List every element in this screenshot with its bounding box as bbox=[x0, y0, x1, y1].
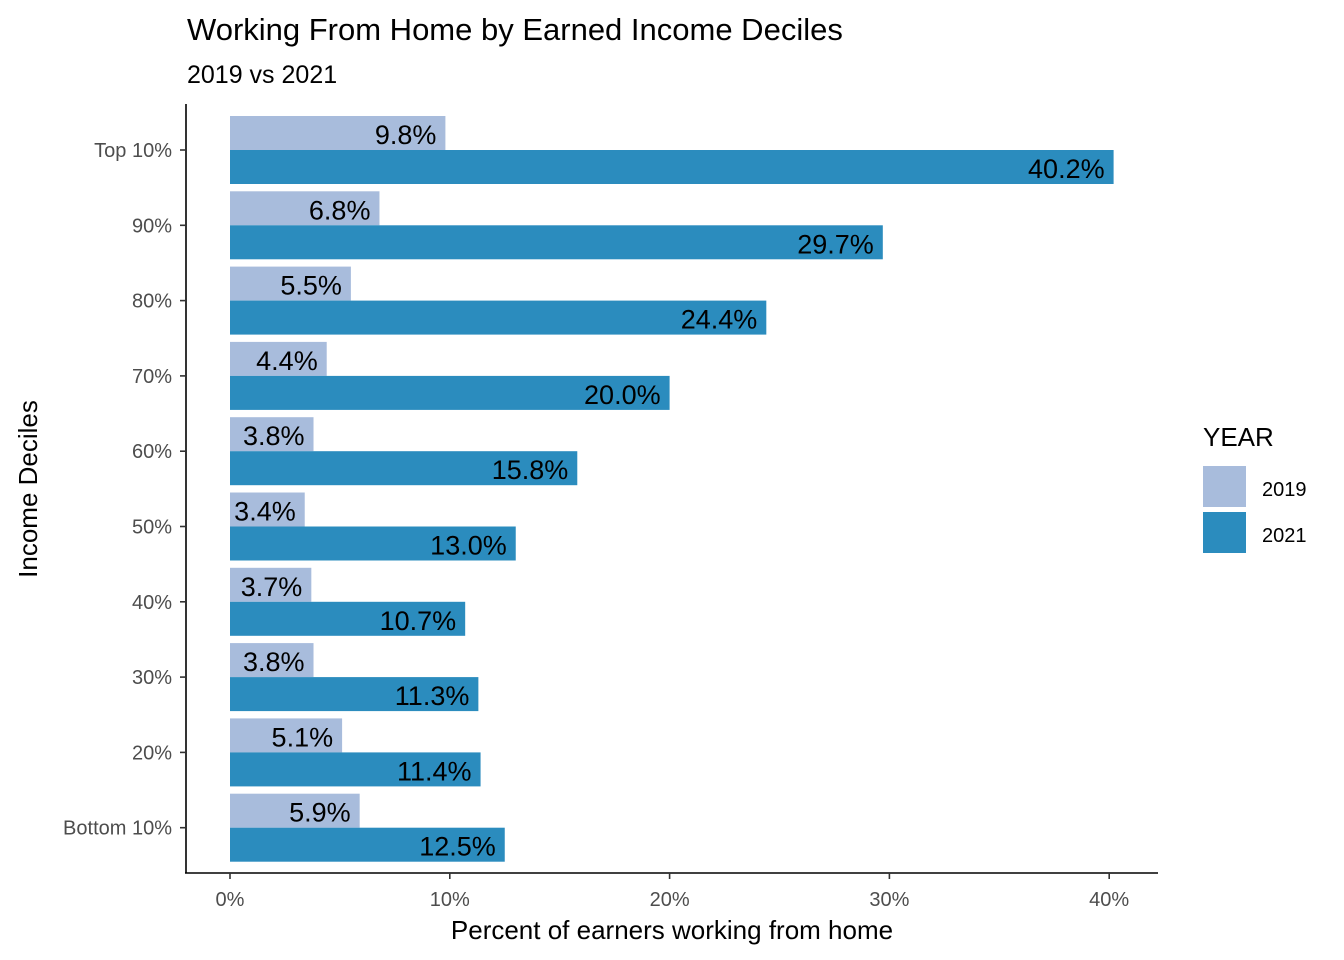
y-tick-label: 40% bbox=[132, 592, 172, 614]
legend-title: YEAR bbox=[1203, 422, 1274, 452]
bar-2019-9 bbox=[230, 793, 360, 828]
x-tick-label: 40% bbox=[1089, 889, 1129, 911]
y-tick-label: 60% bbox=[132, 441, 172, 463]
bar-label-2021-1: 29.7% bbox=[797, 229, 874, 259]
bar-2021-7 bbox=[230, 677, 479, 712]
bar-label-2019-6: 3.7% bbox=[241, 572, 303, 602]
y-tick-label: Bottom 10% bbox=[63, 818, 172, 840]
legend-swatch-2021 bbox=[1203, 512, 1246, 553]
y-ticks: Top 10% 90% 80% 70% 60% 50% 40% 30% 20% Bottom 10… bbox=[63, 140, 186, 840]
bar-2019-3 bbox=[230, 341, 327, 376]
y-tick-label: 70% bbox=[132, 366, 172, 388]
x-tick-label: 0% bbox=[216, 889, 245, 911]
x-axis-title: Percent of earners working from home bbox=[451, 915, 893, 945]
y-tick-label: 90% bbox=[132, 215, 172, 237]
x-tick-label: 10% bbox=[430, 889, 470, 911]
bar-label-2019-2: 5.5% bbox=[280, 271, 342, 301]
bar-2021-2 bbox=[230, 300, 767, 335]
bar-label-2019-1: 6.8% bbox=[309, 195, 371, 225]
bar-label-2019-4: 3.8% bbox=[243, 421, 305, 451]
bar-label-2019-3: 4.4% bbox=[256, 346, 318, 376]
y-tick-label: 80% bbox=[132, 291, 172, 313]
bar-label-2021-2: 24.4% bbox=[681, 305, 758, 335]
bar-2019-4 bbox=[230, 417, 314, 452]
bar-label-2019-5: 3.4% bbox=[234, 497, 296, 527]
bar-2019-5 bbox=[230, 492, 305, 527]
bar-2019-8 bbox=[230, 718, 343, 753]
bar-label-2021-7: 11.3% bbox=[395, 681, 470, 711]
bar-2019-1 bbox=[230, 191, 380, 226]
bar-label-2021-9: 12.5% bbox=[419, 832, 496, 862]
bar-2021-5 bbox=[230, 526, 516, 561]
y-tick-label: 30% bbox=[132, 667, 172, 689]
legend: YEAR 2019 2021 bbox=[1203, 422, 1307, 553]
bar-2021-3 bbox=[230, 375, 670, 410]
bar-2019-7 bbox=[230, 643, 314, 678]
x-tick-label: 20% bbox=[650, 889, 690, 911]
y-axis-title: Income Deciles bbox=[13, 400, 43, 578]
bar-labels-layer: 9.8% 40.2% 6.8% 29.7% 5.5% 24.4% 4.4% 20.0% 3.8%… bbox=[234, 120, 1104, 862]
legend-label-2021: 2021 bbox=[1262, 525, 1307, 547]
bar-2021-8 bbox=[230, 752, 481, 787]
bar-2021-0 bbox=[230, 150, 1114, 184]
y-tick-label: 20% bbox=[132, 742, 172, 764]
bar-2019-2 bbox=[230, 266, 351, 301]
bar-2021-1 bbox=[230, 225, 883, 260]
y-tick-label: 50% bbox=[132, 517, 172, 539]
bar-label-2021-4: 15.8% bbox=[492, 455, 569, 485]
bar-2021-9 bbox=[230, 827, 505, 862]
bar-label-2021-8: 11.4% bbox=[397, 756, 472, 786]
x-tick-label: 30% bbox=[869, 889, 909, 911]
bar-label-2021-5: 13.0% bbox=[430, 531, 507, 561]
bar-label-2019-0: 9.8% bbox=[375, 120, 437, 150]
chart-title: Working From Home by Earned Income Decil… bbox=[187, 12, 843, 47]
bar-label-2021-0: 40.2% bbox=[1028, 154, 1105, 184]
bar-2021-4 bbox=[230, 451, 578, 486]
legend-swatch-2019 bbox=[1203, 466, 1246, 507]
chart-subtitle: 2019 vs 2021 bbox=[187, 61, 338, 89]
bar-label-2019-9: 5.9% bbox=[289, 798, 351, 828]
bar-label-2019-7: 3.8% bbox=[243, 647, 305, 677]
bar-2019-6 bbox=[230, 567, 312, 602]
bar-2019-0 bbox=[230, 116, 446, 150]
y-tick-label: Top 10% bbox=[94, 140, 172, 162]
bar-label-2021-6: 10.7% bbox=[380, 606, 457, 636]
bar-label-2021-3: 20.0% bbox=[584, 380, 661, 410]
bar-2021-6 bbox=[230, 601, 466, 636]
bars-layer bbox=[230, 116, 1114, 862]
x-ticks: 0% 10% 20% 30% 40% bbox=[216, 873, 1129, 911]
legend-label-2019: 2019 bbox=[1262, 479, 1307, 501]
bar-label-2019-8: 5.1% bbox=[272, 722, 334, 752]
